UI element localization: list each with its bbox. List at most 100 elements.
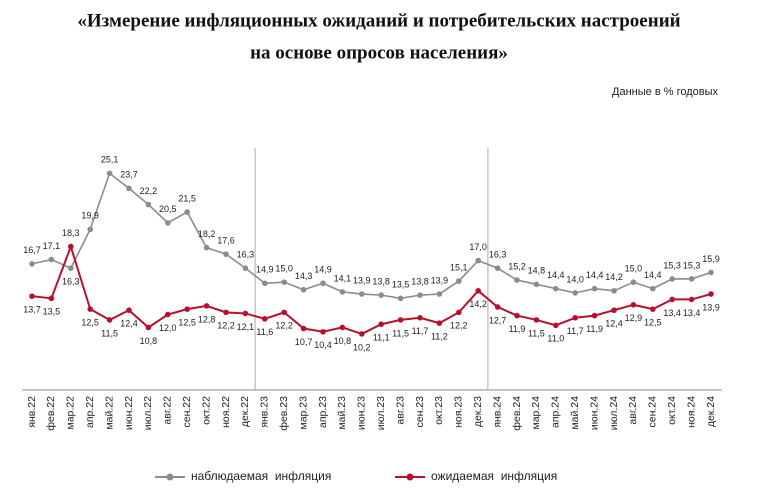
data-label: 12,5 (178, 318, 196, 328)
data-label: 12,8 (198, 314, 216, 324)
point (397, 295, 404, 302)
data-label: 11,7 (412, 326, 429, 336)
x-tick-label: июн.22 (123, 396, 135, 430)
data-label: 11,7 (567, 326, 584, 336)
point (514, 312, 520, 319)
point (688, 296, 695, 303)
point (553, 322, 559, 329)
data-label: 16,7 (23, 245, 41, 255)
point (533, 281, 540, 288)
point (106, 317, 113, 323)
point (359, 291, 365, 297)
x-tick-label: янв.23 (259, 396, 271, 428)
legend-label: наблюдаемая инфляция (191, 469, 331, 483)
data-label: 18,3 (62, 228, 80, 238)
data-label: 13,9 (702, 302, 720, 312)
point (417, 292, 423, 298)
legend-label: ожидаемая инфляция (431, 469, 557, 483)
point (436, 320, 443, 326)
data-label: 14,1 (334, 273, 352, 283)
data-label: 13,5 (43, 307, 61, 317)
point (242, 265, 249, 271)
subtitle: Данные в % годовых (612, 86, 718, 98)
point (87, 226, 93, 233)
x-tick-label: окт.23 (433, 396, 445, 425)
data-label: 13,4 (663, 308, 681, 318)
point (145, 201, 152, 208)
x-tick-label: ноя.24 (685, 396, 697, 428)
point (378, 292, 385, 298)
x-tick-label: янв.24 (491, 396, 503, 428)
data-label: 19,9 (81, 211, 99, 221)
point (223, 309, 229, 316)
point (708, 291, 714, 297)
point (630, 279, 637, 285)
x-tick-label: ноя.23 (453, 396, 465, 428)
point (611, 307, 617, 314)
data-label: 11,9 (586, 324, 603, 334)
point (320, 328, 326, 335)
x-tick-label: дек.23 (472, 396, 484, 427)
data-label: 11,9 (509, 324, 526, 334)
point (456, 309, 462, 316)
point (475, 257, 482, 264)
point (203, 303, 210, 309)
x-tick-label: июл.22 (142, 396, 154, 430)
data-label: 17,0 (469, 242, 487, 252)
data-label: 14,4 (644, 270, 662, 280)
point (242, 310, 249, 317)
x-tick-label: ноя.22 (220, 396, 232, 428)
data-label: 21,5 (178, 193, 196, 203)
x-tick-label: янв.22 (26, 396, 38, 428)
point (650, 306, 656, 312)
data-label: 13,8 (411, 276, 429, 286)
x-tick-label: окт.24 (666, 396, 678, 425)
point (650, 285, 656, 292)
x-tick-label: июл.23 (375, 396, 387, 430)
point (591, 285, 598, 292)
x-tick-label: май.24 (569, 396, 581, 430)
data-label: 18,2 (198, 229, 216, 239)
point (475, 288, 482, 294)
data-label: 13,4 (683, 308, 701, 318)
data-label: 20,5 (159, 204, 177, 214)
x-tick-label: мар.24 (530, 396, 542, 430)
point (68, 243, 74, 250)
data-label: 12,2 (450, 321, 468, 331)
point (29, 293, 35, 299)
point (669, 296, 675, 303)
x-tick-label: май.23 (336, 396, 348, 430)
data-label: 14,9 (314, 265, 332, 275)
point (572, 290, 578, 296)
data-label: 12,9 (625, 313, 643, 323)
legend-marker (406, 473, 414, 481)
point (494, 265, 501, 271)
point (126, 185, 132, 192)
data-label: 12,7 (489, 315, 507, 325)
point (184, 209, 190, 215)
point (165, 220, 171, 226)
x-tick-label: авг.24 (627, 396, 639, 425)
point (320, 280, 326, 287)
data-label: 12,5 (81, 318, 99, 328)
x-tick-label: июл.24 (608, 396, 620, 430)
data-label: 15,2 (508, 261, 526, 271)
x-tick-label: июн.24 (588, 396, 600, 430)
data-label: 14,4 (586, 270, 604, 280)
legend-marker (166, 473, 174, 481)
x-tick-label: сен.23 (414, 396, 426, 428)
data-label: 11,2 (431, 332, 448, 342)
point (68, 265, 74, 271)
data-label: 11,5 (392, 328, 409, 338)
x-tick-label: мар.23 (297, 396, 309, 430)
data-label: 12,4 (120, 319, 138, 329)
x-tick-label: авг.23 (394, 396, 406, 425)
data-label: 12,4 (605, 319, 623, 329)
data-label: 10,2 (353, 342, 371, 352)
point (165, 311, 171, 318)
data-label: 14,2 (469, 299, 487, 309)
data-label: 25,1 (101, 155, 119, 165)
point (397, 317, 404, 323)
data-label: 14,4 (547, 270, 565, 280)
